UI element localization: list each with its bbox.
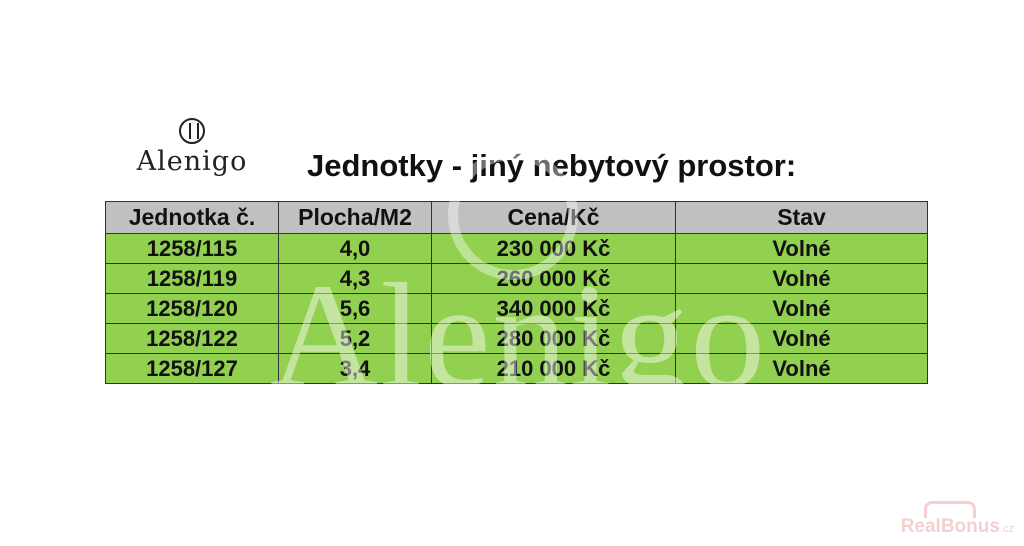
logo-text: Alenigo xyxy=(136,146,248,177)
header-unit: Jednotka č. xyxy=(105,201,279,234)
table-row: 1258/120 5,6 340 000 Kč Volné xyxy=(105,293,928,324)
cell-area: 4,0 xyxy=(278,233,432,264)
cell-price: 210 000 Kč xyxy=(431,353,676,384)
cell-unit: 1258/115 xyxy=(105,233,279,264)
header-area: Plocha/M2 xyxy=(278,201,432,234)
cell-price: 230 000 Kč xyxy=(431,233,676,264)
cell-unit: 1258/120 xyxy=(105,293,279,324)
cell-area: 4,3 xyxy=(278,263,432,294)
header-status: Stav xyxy=(675,201,928,234)
cell-area: 5,2 xyxy=(278,323,432,354)
table-row: 1258/122 5,2 280 000 Kč Volné xyxy=(105,323,928,354)
cell-price: 280 000 Kč xyxy=(431,323,676,354)
units-table: Jednotka č. Plocha/M2 Cena/Kč Stav 1258/… xyxy=(105,201,928,384)
cell-status: Volné xyxy=(675,263,928,294)
cell-price: 340 000 Kč xyxy=(431,293,676,324)
cell-unit: 1258/122 xyxy=(105,323,279,354)
page-title: Jednotky - jiný nebytový prostor: xyxy=(307,148,797,183)
cell-status: Volné xyxy=(675,353,928,384)
cell-area: 5,6 xyxy=(278,293,432,324)
cell-status: Volné xyxy=(675,323,928,354)
table-row: 1258/119 4,3 260 000 Kč Volné xyxy=(105,263,928,294)
cell-unit: 1258/127 xyxy=(105,353,279,384)
cell-area: 3,4 xyxy=(278,353,432,384)
header-price: Cena/Kč xyxy=(431,201,676,234)
realbonus-watermark: RealBonus.cz xyxy=(901,516,1014,538)
realbonus-roof-icon xyxy=(924,501,976,518)
table-row: 1258/115 4,0 230 000 Kč Volné xyxy=(105,233,928,264)
realbonus-suffix: .cz xyxy=(999,523,1014,535)
table-row: 1258/127 3,4 210 000 Kč Volné xyxy=(105,353,928,384)
cell-status: Volné xyxy=(675,233,928,264)
cell-price: 260 000 Kč xyxy=(431,263,676,294)
alenigo-logo: Alenigo xyxy=(130,118,254,177)
cell-status: Volné xyxy=(675,293,928,324)
cell-unit: 1258/119 xyxy=(105,263,279,294)
logo-emblem-icon xyxy=(179,118,205,144)
realbonus-brand: RealBonus xyxy=(900,516,1000,537)
table-header-row: Jednotka č. Plocha/M2 Cena/Kč Stav xyxy=(105,201,928,234)
